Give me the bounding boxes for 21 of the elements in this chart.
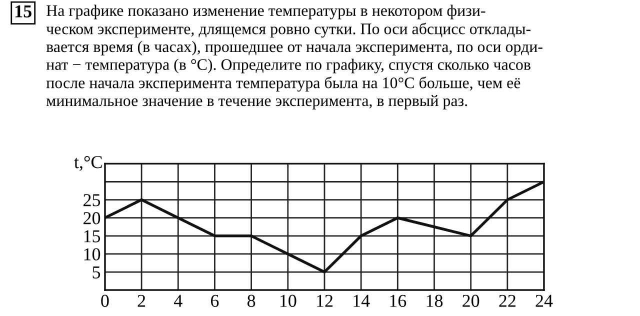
- y-tick-label: 10: [84, 248, 100, 260]
- x-tick-label: 22: [499, 294, 516, 307]
- y-axis-title: t,°C: [74, 156, 102, 171]
- x-tick-label: 2: [138, 294, 146, 307]
- x-tick-label: 24: [536, 294, 553, 307]
- y-tick-label: 15: [84, 230, 100, 242]
- x-tick-label: 12: [317, 294, 333, 307]
- x-tick-label: 6: [210, 294, 219, 307]
- x-tick-label: 10: [280, 294, 296, 307]
- chart-title: На графике показано изменение температуры в некотором физи- ческом эксперименте, длящемся ровно сутки. По оси абсцисс отклады- вается время (в часах), прошедшее от начала эксперимента, по оси орди- нат − температура (в °C). Определите по графику, спустя сколько часов после начала эксперимента температура была на 10°C больше, чем её минимальное значение в течение эксперимента, в первый раз.: [46, 4, 542, 110]
- x-tick-label: 20: [462, 294, 480, 307]
- x-tick-label: 8: [247, 294, 256, 307]
- x-tick-label: 4: [174, 294, 182, 307]
- y-tick-label: 25: [84, 194, 100, 206]
- x-tick-label: 0: [101, 294, 109, 307]
- y-tick-label: 5: [92, 266, 100, 278]
- x-tick-label: 18: [426, 294, 443, 307]
- text: 15: [16, 5, 32, 18]
- x-tick-label: 14: [354, 294, 370, 307]
- y-tick-label: 20: [84, 212, 100, 224]
- x-tick-label: 16: [390, 294, 406, 307]
